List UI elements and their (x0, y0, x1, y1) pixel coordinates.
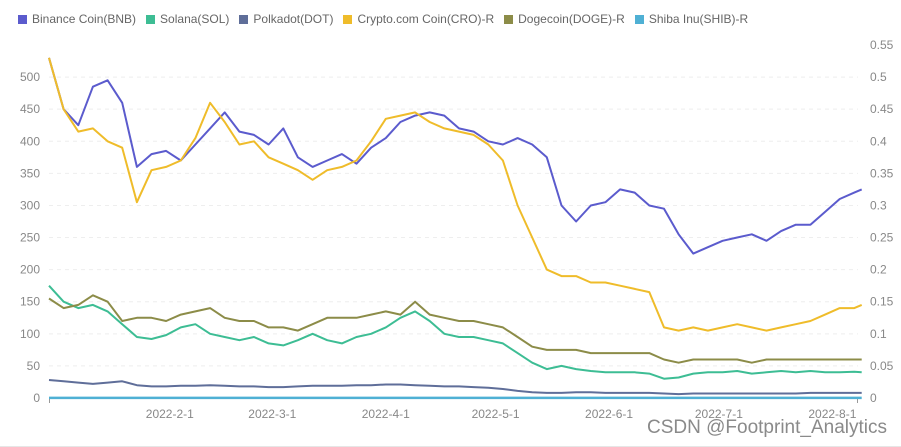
series-line (48, 57, 863, 332)
right-tick-label: 0.4 (870, 134, 887, 148)
legend-label: Solana(SOL) (160, 12, 230, 26)
legend-item[interactable]: Crypto.com Coin(CRO)-R (343, 12, 494, 26)
chart-legend: Binance Coin(BNB) Solana(SOL) Polkadot(DOT… (18, 12, 758, 26)
legend-swatch-icon (18, 14, 27, 24)
left-tick-label: 150 (20, 295, 40, 309)
legend-label: Crypto.com Coin(CRO)-R (357, 12, 495, 26)
legend-label: Dogecoin(DOGE)-R (518, 12, 625, 26)
legend-label: Binance Coin(BNB) (32, 12, 137, 26)
watermark: CSDN @Footprint_Analytics (647, 417, 887, 438)
x-tick-label: 2022-7-1 (695, 407, 743, 421)
right-tick-label: 0.2 (870, 263, 887, 277)
legend-item[interactable]: Dogecoin(DOGE)-R (504, 12, 625, 26)
right-tick-label: 0 (870, 391, 877, 405)
right-tick-label: 0.5 (870, 70, 887, 84)
left-tick-label: 350 (20, 166, 40, 180)
right-tick-label: 0.3 (870, 198, 887, 212)
legend-item[interactable]: Polkadot(DOT) (239, 12, 333, 26)
legend-item[interactable]: Solana(SOL) (146, 12, 229, 26)
x-tick-label: 2022-5-1 (472, 407, 520, 421)
left-tick-label: 50 (27, 359, 41, 373)
right-tick-label: 0.55 (870, 38, 894, 52)
legend-item[interactable]: Binance Coin(BNB) (18, 12, 136, 26)
left-tick-label: 100 (20, 327, 40, 341)
x-tick-label: 2022-3-1 (248, 407, 296, 421)
x-tick-label: 2022-4-1 (362, 407, 410, 421)
series-line (48, 285, 862, 380)
left-tick-label: 450 (20, 102, 40, 116)
legend-label: Polkadot(DOT) (253, 12, 334, 26)
right-axis-ticks: 0 0.05 0.1 0.15 0.2 0.25 0.3 0.35 0.4 0.45 0.5 0.55 (870, 38, 894, 405)
legend-swatch-icon (146, 14, 156, 24)
right-tick-label: 0.45 (870, 102, 894, 116)
series-line (48, 379, 862, 396)
right-tick-label: 0.05 (870, 359, 894, 373)
left-tick-label: 400 (20, 134, 40, 148)
series-line (48, 294, 862, 364)
right-tick-label: 0.15 (870, 295, 894, 309)
series-lines (48, 57, 863, 400)
series-line (48, 57, 863, 255)
right-tick-label: 0.1 (870, 327, 887, 341)
legend-swatch-icon (504, 14, 514, 24)
left-tick-label: 300 (20, 198, 40, 212)
left-axis-ticks: 0 50 100 150 200 250 300 350 400 450 500 (20, 70, 40, 405)
x-tick-label: 2022-2-1 (146, 407, 194, 421)
left-tick-label: 200 (20, 263, 40, 277)
legend-swatch-icon (343, 14, 353, 24)
left-tick-label: 250 (20, 231, 40, 245)
legend-label: Shiba Inu(SHIB)-R (648, 12, 749, 26)
gridlines (49, 76, 858, 367)
legend-item[interactable]: Shiba Inu(SHIB)-R (634, 12, 749, 26)
legend-swatch-icon (634, 14, 644, 24)
x-tick-label: 2022-8-1 (808, 407, 856, 421)
left-tick-label: 0 (33, 391, 40, 405)
x-tick-label: 2022-6-1 (585, 407, 633, 421)
legend-swatch-icon (239, 14, 249, 24)
x-axis: 2022-2-1 2022-3-1 2022-4-1 2022-5-1 2022-6-1… (49, 398, 858, 421)
left-tick-label: 500 (20, 70, 40, 84)
right-tick-label: 0.25 (870, 231, 894, 245)
right-tick-label: 0.35 (870, 166, 894, 180)
